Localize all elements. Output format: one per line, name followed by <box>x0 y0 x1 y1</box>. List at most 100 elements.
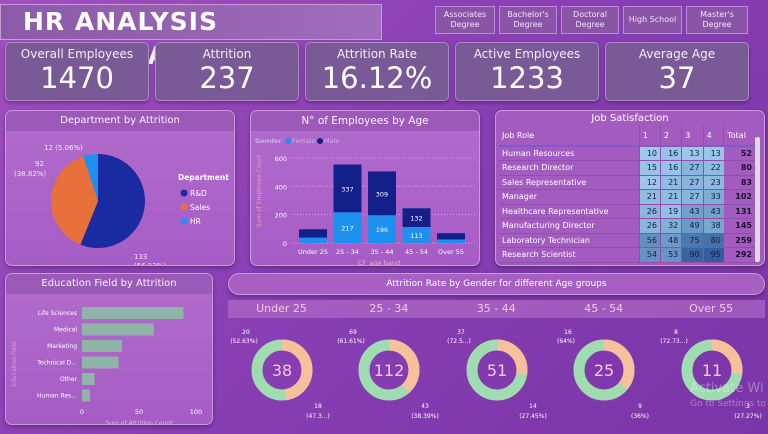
donut-peach-segment <box>573 339 635 401</box>
bar-male <box>299 229 327 238</box>
x-tick-label: 100 <box>190 408 202 416</box>
legend-label: Male <box>324 137 339 145</box>
green-value-label: 16 <box>564 329 572 336</box>
y-tick-label: 600 <box>275 155 287 163</box>
column-header[interactable]: 4 <box>702 125 724 147</box>
pie-slice <box>80 154 145 248</box>
data-label: 337 <box>341 185 353 193</box>
age-chart-title: N° of Employees by Age <box>251 111 479 131</box>
bar-female <box>368 215 396 243</box>
x-tick-label: 25 - 34 <box>336 248 359 256</box>
bar <box>82 307 184 319</box>
kpi-label: Active Employees <box>473 47 581 61</box>
table-scrollbar[interactable] <box>755 137 760 262</box>
column-header[interactable]: 1 <box>638 125 661 147</box>
green-value-label: 69 <box>350 329 358 336</box>
table-row: Research Director 15 16 27 22 80 <box>499 160 755 176</box>
slicer-option[interactable]: Master's Degree <box>686 6 748 34</box>
job-satisfaction-panel: Job Satisfaction Job Role 1 2 3 4 Total Human … <box>495 110 765 266</box>
peach-value-label: 14 <box>529 403 537 410</box>
kpi-value: 16.12% <box>321 61 433 95</box>
data-label: 113 <box>410 232 422 240</box>
x-tick-label: 50 <box>135 408 143 416</box>
y-tick-label: Life Sciences <box>38 310 77 317</box>
attrition-title: Attrition Rate by Gender for different A… <box>386 279 607 289</box>
pie-label-rnd: 133 <box>134 253 147 261</box>
bar <box>82 373 95 385</box>
education-chart-title: Education Field by Attrition <box>6 274 212 294</box>
pie-pct-rnd: (56.12%) <box>134 262 166 266</box>
bar-female <box>437 239 465 243</box>
slicer-option[interactable]: High School <box>623 6 682 34</box>
value-cell: 54 <box>638 247 661 263</box>
y-tick-label: Medical <box>54 327 77 334</box>
donut-chart: 25 16 (64%) 9 (36%) <box>557 329 649 420</box>
job-role-cell: Human Resources <box>499 146 640 161</box>
slicer-label: High School <box>628 15 677 24</box>
slicer-option[interactable]: Bachelor's Degree <box>499 6 557 34</box>
value-cell: 22 <box>702 160 724 176</box>
green-pct-label: (72.5...) <box>447 338 471 345</box>
job-role-cell: Laboratory Technician <box>499 233 640 248</box>
legend-label: Sales <box>190 203 210 212</box>
y-tick-label: Human Res... <box>37 393 77 400</box>
value-cell: 32 <box>659 218 682 234</box>
value-cell: 75 <box>681 233 704 248</box>
column-header[interactable]: 2 <box>659 125 682 147</box>
peach-value-label: 9 <box>638 403 642 410</box>
job-role-cell: Manager <box>499 189 640 205</box>
value-cell: 21 <box>659 175 682 190</box>
value-cell: 21 <box>638 189 661 205</box>
kpi-card: Active Employees 1233 <box>455 42 599 101</box>
x-axis-label: Sum of Attrition Count <box>105 420 173 425</box>
peach-pct-label: (38.39%) <box>412 413 440 420</box>
education-panel: Education Field by Attrition Life Scienc… <box>5 273 213 425</box>
total-cell: 102 <box>723 189 755 205</box>
donut-chart: 51 37 (72.5...) 14 (27.45%) <box>447 329 547 420</box>
age-group-donut: 45 - 54 25 16 (64%) 9 (36%) <box>550 300 657 430</box>
column-header[interactable]: 3 <box>681 125 704 147</box>
value-cell: 12 <box>638 175 661 190</box>
age-band-label: 25 - 34 <box>369 302 409 315</box>
table-header: Job Role 1 2 3 4 Total <box>499 125 755 147</box>
donut-peach-segment <box>466 339 528 401</box>
kpi-value: 1233 <box>490 61 564 95</box>
bar <box>82 323 154 336</box>
green-pct-label: (72.73...) <box>660 338 688 345</box>
data-label: 132 <box>410 215 422 223</box>
age-band-label: Over 55 <box>689 302 734 315</box>
value-cell: 13 <box>702 146 724 161</box>
slicer-option[interactable]: Associates Degree <box>435 6 495 34</box>
bar <box>82 340 122 352</box>
green-value-label: 37 <box>457 329 465 336</box>
age-panel: N° of Employees by Age Gender Female Male 0… <box>250 110 480 266</box>
slicer-label: Associates Degree <box>443 10 487 29</box>
job-role-cell: Healthcare Representative <box>499 204 640 219</box>
donut-peach-segment <box>681 339 743 401</box>
y-axis-label: Sum of Employee Count <box>256 154 263 227</box>
green-value-label: 8 <box>674 329 678 336</box>
age-group-donut: Under 25 38 20 (52.63%) 18 (47.3...) <box>228 300 335 430</box>
peach-pct-label: (27.27%) <box>734 413 762 420</box>
slicer-option[interactable]: Doctoral Degree <box>561 6 619 34</box>
column-header[interactable]: Total <box>723 125 755 147</box>
donut-total: 25 <box>594 361 614 380</box>
column-header[interactable]: Job Role <box>499 125 640 147</box>
department-panel: Department by Attrition 133 (56.12%) 92 (38… <box>5 110 235 266</box>
legend-title: Department <box>178 173 229 182</box>
bar-female <box>299 237 327 243</box>
table-row: Healthcare Representative 26 19 43 43 131 <box>499 204 755 219</box>
peach-value-label: 18 <box>314 403 322 410</box>
y-tick-label: 200 <box>275 212 287 220</box>
value-cell: 48 <box>659 233 682 248</box>
job-satisfaction-table: Job Role 1 2 3 4 Total Human Resources 10 16 13 13… <box>499 125 755 263</box>
value-cell: 10 <box>638 146 661 161</box>
total-cell: 52 <box>723 146 755 161</box>
green-value-label: 20 <box>242 329 250 336</box>
legend-label: R&D <box>190 189 207 198</box>
x-tick-label: Over 55 <box>438 248 464 256</box>
job-role-cell: Manufacturing Director <box>499 218 640 234</box>
department-pie-chart: 133(56.12%) 92 (38.82%) 12 (5.06%) Departmen… <box>14 144 229 266</box>
table-row: Laboratory Technician 56 48 75 80 259 <box>499 233 755 248</box>
peach-value-label: 43 <box>422 403 430 410</box>
